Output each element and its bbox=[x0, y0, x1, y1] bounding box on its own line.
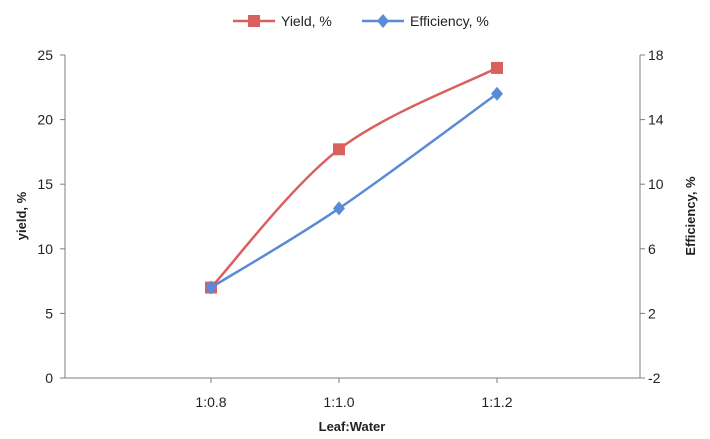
left-y-tick-label: 20 bbox=[37, 112, 53, 128]
right-y-tick-label: 18 bbox=[648, 47, 664, 63]
series-layer bbox=[205, 61, 503, 295]
data-point-efficiency bbox=[491, 86, 503, 101]
data-point-efficiency bbox=[205, 280, 217, 295]
right-y-tick-label: 2 bbox=[648, 305, 656, 321]
series-line-efficiency bbox=[210, 92, 498, 289]
x-tick-label: 1:0.8 bbox=[195, 394, 226, 410]
legend-label-efficiency: Efficiency, % bbox=[410, 13, 489, 29]
right-y-axis-title: Efficiency, % bbox=[683, 176, 698, 256]
data-point-efficiency bbox=[333, 201, 345, 216]
right-y-tick-label: -2 bbox=[648, 370, 661, 386]
ticks: 0 5 10 15 20 25 -2 2 6 10 14 18 1:0.8 1:1.0 1:1.2 bbox=[37, 47, 663, 410]
data-point-yield bbox=[491, 61, 503, 74]
right-y-tick-label: 6 bbox=[648, 241, 656, 257]
data-point-yield bbox=[333, 143, 345, 156]
right-y-tick-label: 10 bbox=[648, 176, 664, 192]
left-y-tick-label: 15 bbox=[37, 176, 53, 192]
x-axis-title: Leaf:Water bbox=[319, 419, 386, 434]
left-y-axis-title: yield, % bbox=[14, 191, 29, 240]
legend-marker-efficiency bbox=[377, 14, 389, 28]
legend: Yield, % Efficiency, % bbox=[233, 13, 489, 29]
right-y-tick-label: 14 bbox=[648, 112, 664, 128]
legend-marker-yield bbox=[248, 15, 260, 27]
left-y-tick-label: 5 bbox=[45, 305, 53, 321]
left-y-tick-label: 10 bbox=[37, 241, 53, 257]
x-tick-label: 1:1.2 bbox=[481, 394, 512, 410]
legend-label-yield: Yield, % bbox=[281, 13, 332, 29]
left-y-tick-label: 0 bbox=[45, 370, 53, 386]
left-y-tick-label: 25 bbox=[37, 47, 53, 63]
x-tick-label: 1:1.0 bbox=[323, 394, 354, 410]
series-line-yield bbox=[210, 66, 498, 289]
axes bbox=[64, 55, 641, 379]
